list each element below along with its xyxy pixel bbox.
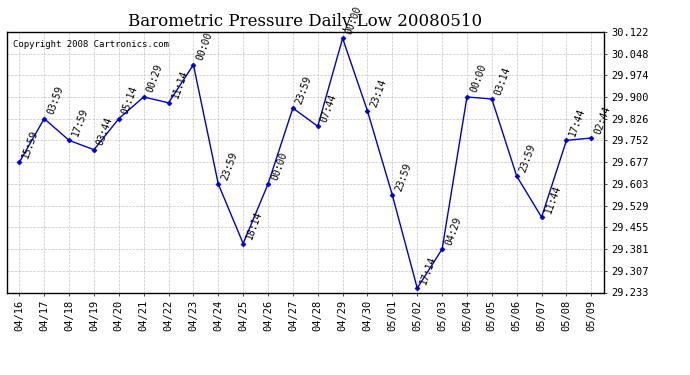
Text: 05:14: 05:14 xyxy=(120,85,139,116)
Text: 18:14: 18:14 xyxy=(244,210,264,241)
Text: 23:14: 23:14 xyxy=(369,77,388,108)
Text: 00:00: 00:00 xyxy=(469,63,488,94)
Text: 15:59: 15:59 xyxy=(21,129,40,159)
Text: 23:59: 23:59 xyxy=(219,150,239,181)
Text: 03:59: 03:59 xyxy=(46,85,65,116)
Text: 17:44: 17:44 xyxy=(568,106,587,138)
Text: 00:29: 00:29 xyxy=(145,63,164,94)
Text: 11:14: 11:14 xyxy=(170,69,189,100)
Text: 02:44: 02:44 xyxy=(593,104,612,135)
Title: Barometric Pressure Daily Low 20080510: Barometric Pressure Daily Low 20080510 xyxy=(128,13,482,30)
Text: 17:59: 17:59 xyxy=(70,106,90,138)
Text: 11:44: 11:44 xyxy=(543,183,562,214)
Text: 00:00: 00:00 xyxy=(195,31,215,62)
Text: 03:44: 03:44 xyxy=(95,116,115,147)
Text: 00:00: 00:00 xyxy=(344,4,364,36)
Text: 17:14: 17:14 xyxy=(419,254,438,285)
Text: 23:59: 23:59 xyxy=(518,142,538,173)
Text: 23:59: 23:59 xyxy=(294,74,314,105)
Text: 04:29: 04:29 xyxy=(444,215,463,246)
Text: Copyright 2008 Cartronics.com: Copyright 2008 Cartronics.com xyxy=(13,40,169,49)
Text: 23:59: 23:59 xyxy=(394,161,413,192)
Text: 07:44: 07:44 xyxy=(319,93,339,123)
Text: 03:14: 03:14 xyxy=(493,65,513,96)
Text: 00:00: 00:00 xyxy=(269,150,289,181)
